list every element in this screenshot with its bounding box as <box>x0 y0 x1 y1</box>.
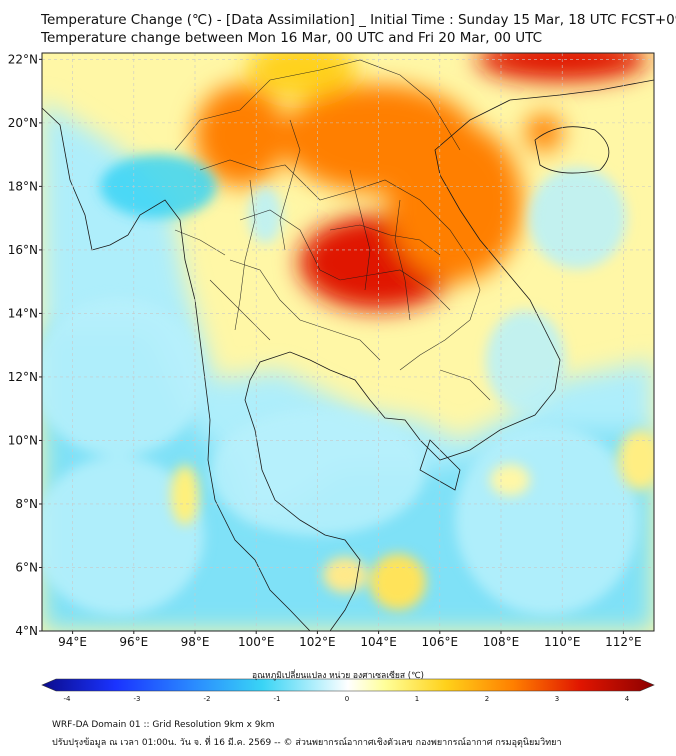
temperature-change-map: 22°N 20°N 18°N 16°N 14°N 12°N 10°N 8°N 6°N 4°N 94… <box>8 52 655 703</box>
warm-anomaly-5 <box>525 113 563 152</box>
latitude-label: 20°N <box>8 116 38 130</box>
longitude-label: 96°E <box>119 635 148 649</box>
chart-subtitle: Temperature change between Mon 16 Mar, 0… <box>41 30 543 46</box>
cool-anomaly-8 <box>528 167 627 269</box>
cool-anomaly-5 <box>42 456 205 616</box>
longitude-label: 94°E <box>58 635 87 649</box>
colorbar-tick-label: 2 <box>485 695 489 703</box>
colorbar-tick-label: -2 <box>204 695 211 703</box>
colorbar-tick-label: 1 <box>415 695 419 703</box>
longitude-label: 112°E <box>605 635 642 649</box>
footer-model-info: WRF-DA Domain 01 :: Grid Resolution 9km … <box>52 720 275 730</box>
latitude-label: 8°N <box>15 497 38 511</box>
latitude-label: 18°N <box>8 179 38 193</box>
colorbar-body <box>41 678 655 692</box>
colorbar-tick-label: -4 <box>64 695 72 703</box>
colorbar-tick-label: -3 <box>134 695 141 703</box>
longitude-label: 104°E <box>360 635 397 649</box>
latitude-label: 6°N <box>15 560 38 574</box>
colorbar-title: อุณหภูมิเปลี่ยนแปลง หน่วย องศาเซลเซียส (… <box>252 671 424 681</box>
cool-anomaly-7 <box>455 424 639 616</box>
chart-title: Temperature Change (℃) - [Data Assimilat… <box>41 12 676 28</box>
longitude-label: 106°E <box>422 635 459 649</box>
cool-anomaly-2 <box>248 186 283 244</box>
cool-anomaly-6 <box>210 408 425 536</box>
cool-anomaly-4 <box>42 297 205 457</box>
longitude-label: 100°E <box>238 635 275 649</box>
longitude-label: 102°E <box>299 635 336 649</box>
colorbar-tick-label: 0 <box>345 695 349 703</box>
colorbar-tick-label: 3 <box>555 695 559 703</box>
colorbar: -4 -3 -2 -1 0 1 2 3 4 <box>41 678 655 703</box>
plot-frame <box>41 52 655 632</box>
colorbar-tick-label: -1 <box>274 695 281 703</box>
footer-credit: ปรับปรุงข้อมูล ณ เวลา 01:00น. วัน จ. ที่… <box>52 738 562 748</box>
latitude-label: 10°N <box>8 433 38 447</box>
admin-borders <box>174 59 491 401</box>
longitude-label: 110°E <box>544 635 581 649</box>
longitude-label: 98°E <box>181 635 210 649</box>
latitude-label: 22°N <box>8 52 38 66</box>
latitude-label: 16°N <box>8 243 38 257</box>
latitude-label: 12°N <box>8 370 38 384</box>
colorbar-tick-label: 4 <box>625 695 630 703</box>
longitude-label: 108°E <box>483 635 520 649</box>
latitude-label: 14°N <box>8 306 38 320</box>
latitude-label: 4°N <box>15 624 38 638</box>
warm-anomaly-7 <box>247 53 358 98</box>
cool-anomaly-3 <box>485 310 566 412</box>
warm-anomaly-4 <box>195 84 287 187</box>
